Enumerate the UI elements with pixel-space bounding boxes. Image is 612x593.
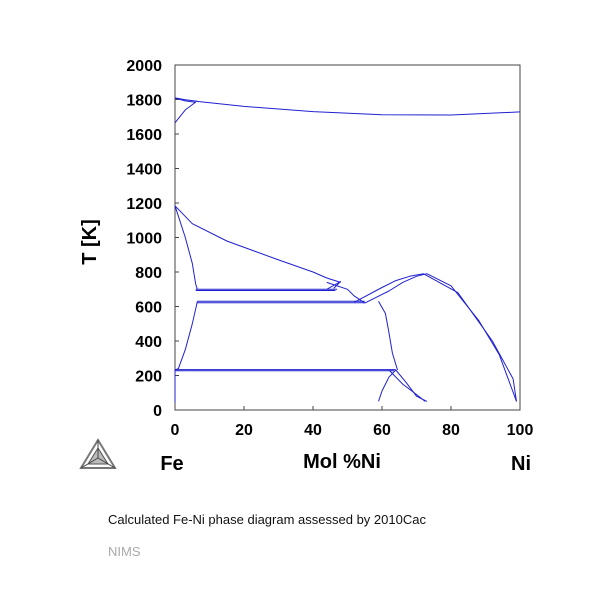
y-tick-label: 1400 <box>126 162 162 179</box>
phase-boundary-line-16 <box>378 301 398 371</box>
x-tick-label: 100 <box>507 422 534 439</box>
phase-boundary-line-15 <box>364 273 428 304</box>
phase-boundary-line-14 <box>354 273 424 303</box>
y-tick-label: 1200 <box>126 196 162 213</box>
x-tick-label: 20 <box>235 422 253 439</box>
x-axis-title: Mol %Ni <box>303 451 381 473</box>
thermo-calc-triangle-icon <box>79 438 117 469</box>
phase-boundary-line-20 <box>388 369 426 402</box>
phase-boundary-line-21 <box>378 369 397 402</box>
phase-boundary-line-5 <box>174 205 341 283</box>
y-tick-label: 800 <box>135 265 162 282</box>
ni-end-label: Ni <box>511 453 531 475</box>
phase-boundary-line-7 <box>174 301 198 371</box>
y-tick-label: 1800 <box>126 93 162 110</box>
plot-frame <box>174 64 521 411</box>
x-tick-label: 80 <box>442 422 460 439</box>
y-tick-label: 1600 <box>126 127 162 144</box>
fe-end-label: Fe <box>160 453 183 475</box>
phase-boundary-line-4 <box>174 97 196 103</box>
y-tick-label: 400 <box>135 334 162 351</box>
y-tick-label: 600 <box>135 300 162 317</box>
figure-caption: Calculated Fe-Ni phase diagram assessed … <box>108 512 426 527</box>
phase-boundary-line-22 <box>426 273 517 402</box>
phase-boundary-line-2 <box>174 101 196 124</box>
x-tick-label: 60 <box>373 422 391 439</box>
phase-boundary-line-10 <box>326 281 342 290</box>
y-tick-label: 200 <box>135 369 162 386</box>
y-tick-label: 0 <box>153 403 162 420</box>
source-credit: NIMS <box>108 544 141 559</box>
y-axis-title: T [K] <box>79 219 101 265</box>
x-tick-label: 40 <box>304 422 322 439</box>
phase-boundary-line-23 <box>423 273 517 402</box>
phase-boundary-line-3 <box>195 100 521 116</box>
y-tick-label: 1000 <box>126 231 162 248</box>
y-tick-label: 2000 <box>126 58 162 75</box>
phase-boundary-line-19 <box>395 369 428 402</box>
phase-boundary-line-6 <box>174 205 198 290</box>
x-tick-label: 0 <box>171 422 180 439</box>
